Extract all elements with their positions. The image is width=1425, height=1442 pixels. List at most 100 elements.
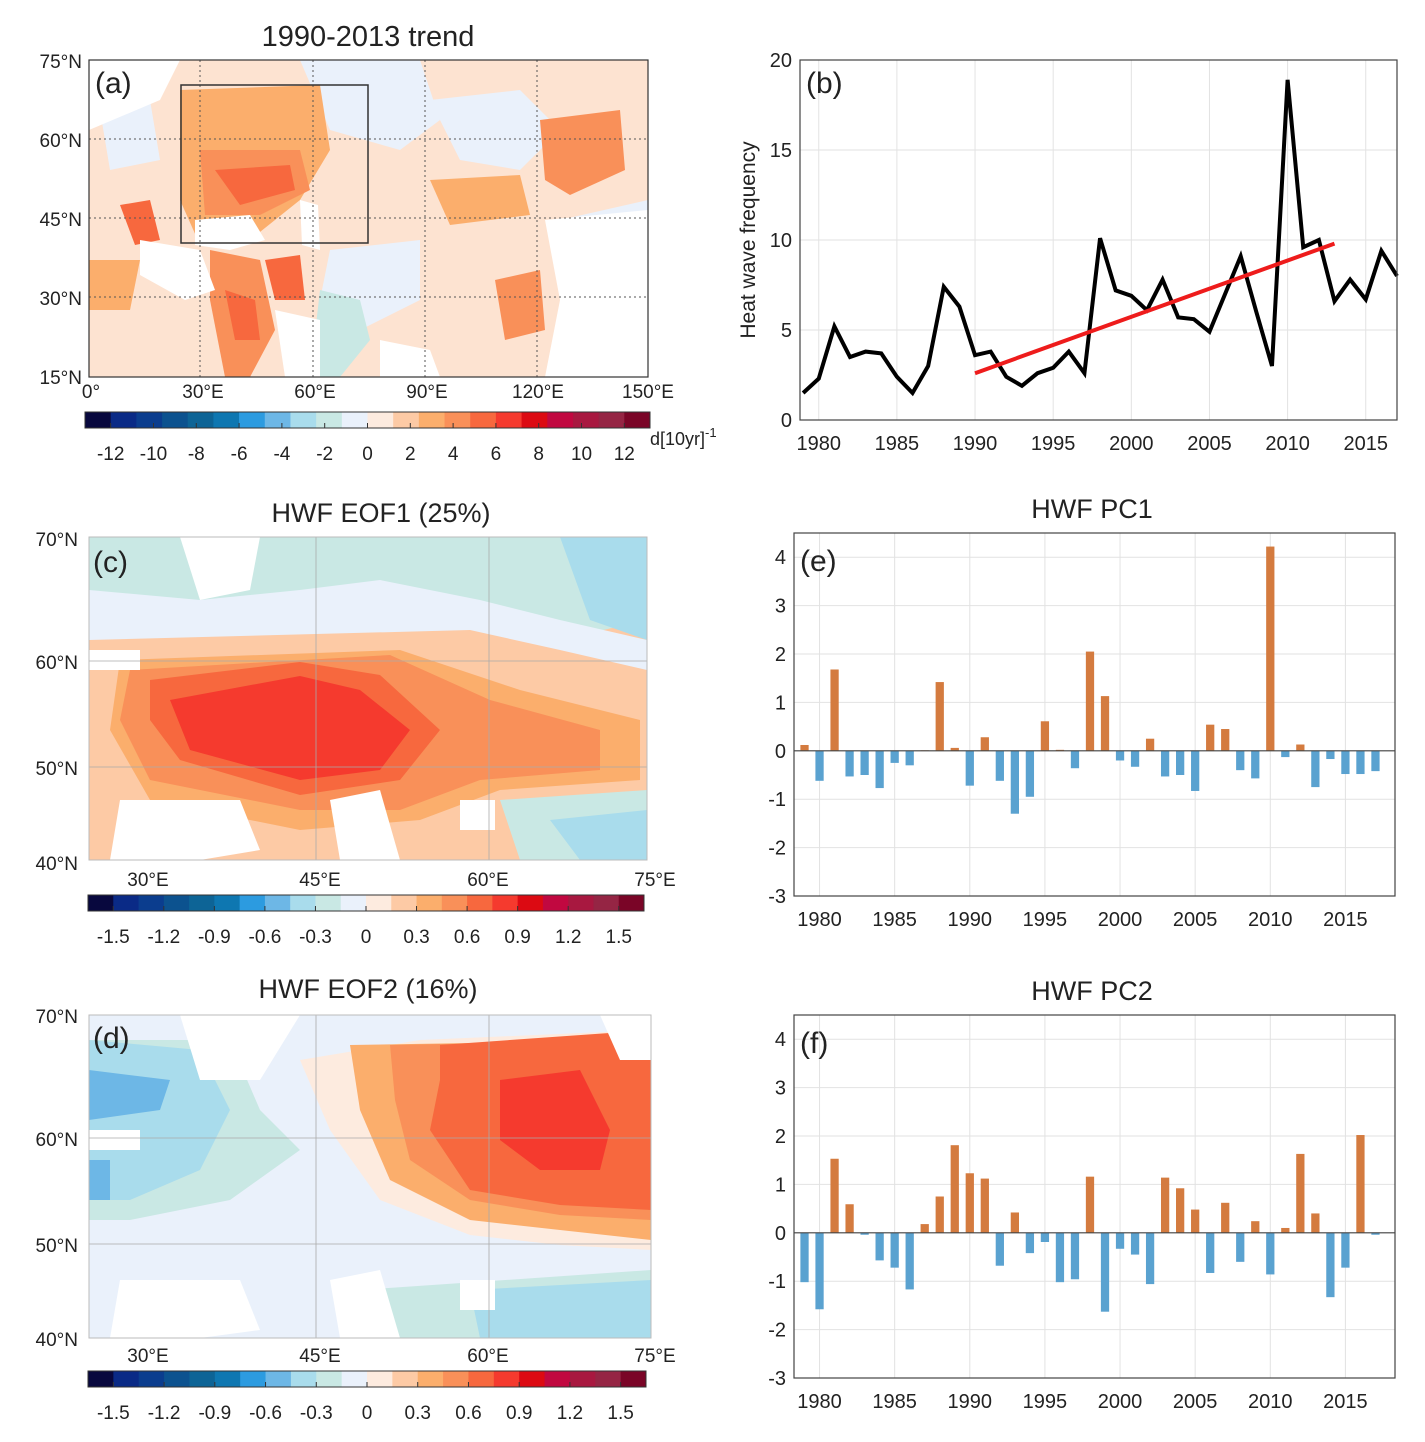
y-tick-label: 0 — [781, 410, 792, 432]
bar — [1236, 1232, 1245, 1262]
panel-c-y-ticks: 70°N 60°N 50°N 40°N — [36, 530, 78, 875]
x-tick-label: 1990 — [948, 1391, 993, 1413]
colorbar-tick-label: 8 — [533, 444, 544, 465]
bar — [830, 669, 839, 751]
y-tick-label: 50°N — [36, 759, 78, 780]
bar — [1160, 750, 1170, 777]
colorbar-tick-label: 0.3 — [405, 1403, 431, 1424]
map-region — [300, 60, 440, 150]
panel-d: HWF EOF2 (16%) (d) 7 — [36, 974, 676, 1424]
colorbar-swatch — [443, 1371, 469, 1387]
bar — [980, 737, 989, 751]
bar — [1055, 1232, 1065, 1283]
y-tick-label: 4 — [775, 1029, 786, 1051]
bar — [1266, 546, 1275, 751]
bar — [1296, 744, 1305, 751]
bar — [1281, 750, 1290, 758]
map-region — [470, 1280, 651, 1338]
y-tick-label: 5 — [781, 320, 792, 342]
colorbar-swatch — [572, 412, 600, 428]
colorbar-swatch — [162, 412, 189, 428]
bar — [1341, 1232, 1350, 1268]
panel-label: (f) — [800, 1027, 828, 1060]
y-tick-label: 1 — [775, 692, 786, 714]
colorbar-swatch — [418, 412, 446, 428]
bar — [1326, 1232, 1335, 1298]
baltic-sea — [89, 1130, 140, 1150]
colorbar-swatch — [239, 412, 266, 428]
map-region — [170, 676, 410, 780]
bar — [815, 750, 824, 781]
map-region — [310, 290, 370, 377]
colorbar-tick-label: -6 — [231, 444, 248, 465]
panel-a-label: (a) — [95, 67, 132, 100]
x-tick-label: 60°E — [467, 1346, 508, 1367]
y-tick-label: -3 — [768, 1368, 786, 1390]
colorbar-swatch — [240, 1371, 267, 1387]
x-tick-label: 1995 — [1023, 1391, 1068, 1413]
colorbar-swatch — [542, 895, 569, 911]
colorbar-swatch — [620, 1371, 647, 1387]
bar — [1266, 1232, 1275, 1275]
y-tick-label: 1 — [775, 1174, 786, 1196]
bar — [800, 1232, 809, 1283]
colorbar-swatch — [163, 895, 190, 911]
colorbar-unit: d[10yr]-1 — [650, 425, 717, 449]
bar — [935, 1196, 944, 1233]
colorbar-swatch — [213, 412, 240, 428]
colorbar-swatch — [341, 412, 368, 428]
colorbar-tick-label: -0.3 — [300, 1403, 333, 1424]
y-tick-label: 60°N — [36, 653, 78, 674]
x-tick-label: 0° — [82, 382, 100, 403]
panel-d-map — [89, 1015, 651, 1338]
panel-c-label: (c) — [93, 546, 128, 579]
black-sea — [195, 215, 265, 250]
map-region — [500, 1070, 610, 1170]
bay-of-bengal — [380, 340, 440, 377]
colorbar-tick-label: 4 — [448, 444, 459, 465]
bar — [875, 1232, 884, 1261]
arabian-sea — [275, 310, 320, 377]
map-region — [430, 90, 560, 170]
colorbar-swatch — [189, 895, 215, 911]
colorbar-swatch — [113, 895, 140, 911]
atlantic-ocean — [89, 60, 180, 130]
bar — [1251, 1221, 1260, 1233]
colorbar-swatch — [568, 895, 594, 911]
bar — [965, 750, 974, 786]
bar — [845, 750, 854, 777]
black-sea — [110, 800, 260, 860]
y-tick-label: -3 — [768, 886, 786, 908]
panel-d-colorbar-ticks: -1.5 -1.2 -0.9 -0.6 -0.3 0 0.3 0.6 0.9 1.2 1.5 — [97, 1403, 634, 1424]
x-tick-label: 30°E — [127, 870, 168, 891]
y-tick-label: 70°N — [36, 1007, 78, 1028]
bar — [995, 1232, 1004, 1266]
colorbar-tick-label: 0.6 — [454, 927, 480, 948]
x-tick-label: 2000 — [1109, 433, 1154, 455]
y-tick-label: -2 — [768, 838, 786, 860]
x-tick-label: 2015 — [1343, 433, 1388, 455]
x-tick-label: 2015 — [1323, 909, 1368, 931]
panel-b-line-chart: 1980 1985 1990 1995 2000 2005 2010 2015 0 5 10 15 20… — [770, 50, 1399, 455]
eof-domain-box — [180, 84, 369, 244]
x-tick-label: 30°E — [127, 1346, 168, 1367]
y-tick-label: 70°N — [36, 530, 78, 551]
colorbar-swatch — [138, 1371, 165, 1387]
bar — [905, 750, 914, 766]
panel-c-x-ticks: 30°E 45°E 60°E 75°E — [127, 870, 675, 891]
colorbar-swatch — [367, 1371, 393, 1387]
colorbar-swatch — [493, 1371, 520, 1387]
bar — [830, 1158, 839, 1233]
panel-b-label: (b) — [806, 67, 843, 100]
colorbar-swatch — [187, 412, 214, 428]
x-tick-label: 60°E — [294, 382, 335, 403]
colorbar-swatch — [340, 895, 367, 911]
bar — [935, 682, 944, 751]
bar — [1176, 1188, 1185, 1233]
y-tick-label: -1 — [768, 1271, 786, 1293]
colorbar-swatch — [316, 412, 343, 428]
panel-a-gridlines — [89, 60, 648, 377]
y-tick-label: 45°N — [40, 210, 82, 231]
colorbar-tick-label: -1.2 — [147, 927, 180, 948]
